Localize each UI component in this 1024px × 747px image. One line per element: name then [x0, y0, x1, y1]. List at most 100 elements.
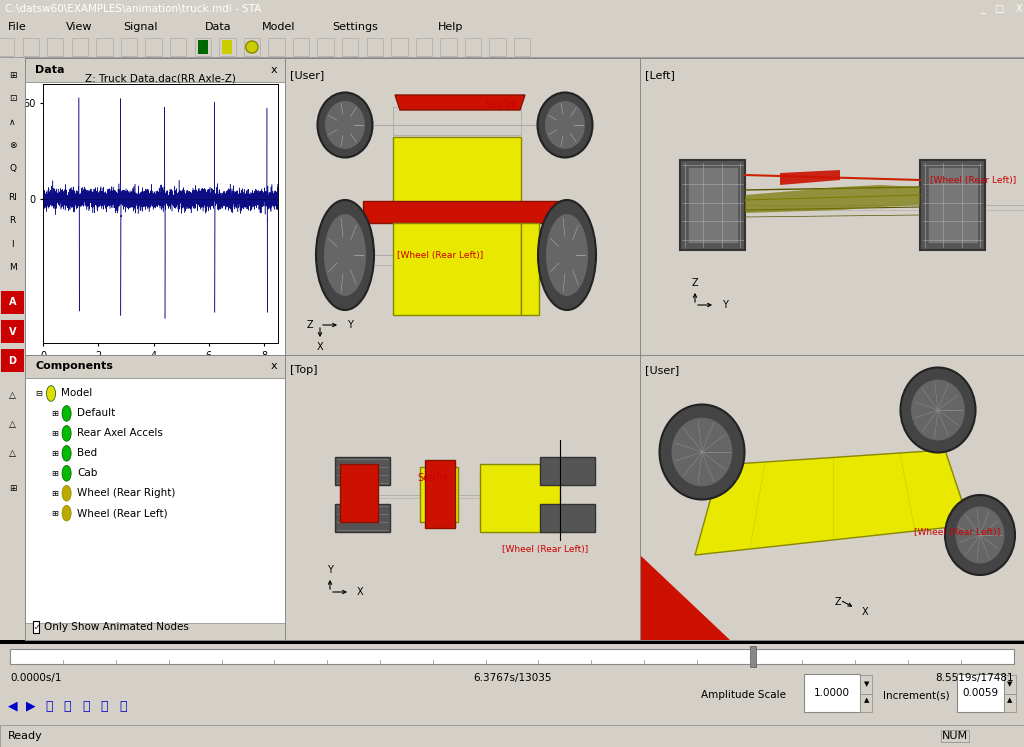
Text: ▶: ▶	[26, 700, 36, 713]
Text: △: △	[9, 420, 16, 430]
Text: X: X	[1016, 4, 1022, 14]
Text: ▲: ▲	[863, 698, 869, 704]
Polygon shape	[640, 555, 730, 640]
Bar	[244, 38, 260, 56]
Polygon shape	[745, 185, 920, 213]
Text: Wheel (Rear Left): Wheel (Rear Left)	[77, 508, 168, 518]
Ellipse shape	[546, 214, 588, 296]
Ellipse shape	[324, 214, 366, 296]
Bar	[420, 467, 458, 522]
Text: [Top]: [Top]	[290, 365, 317, 375]
Text: [Wheel (Rear Left)]: [Wheel (Rear Left)]	[502, 545, 588, 554]
Text: 0.0059: 0.0059	[962, 688, 998, 698]
Ellipse shape	[62, 505, 71, 521]
Text: ⊞: ⊞	[51, 469, 58, 478]
Text: SeaTrk: SeaTrk	[485, 100, 517, 110]
Bar	[1, 291, 24, 314]
Text: △: △	[9, 449, 16, 458]
Bar	[521, 223, 539, 315]
Text: Wheel (Rear Right): Wheel (Rear Right)	[77, 489, 175, 498]
Bar	[1004, 675, 1016, 693]
Text: ⊞: ⊞	[51, 449, 58, 458]
Text: 0.0000s/1: 0.0000s/1	[10, 673, 61, 684]
Bar	[25, 378, 285, 623]
Bar	[860, 693, 872, 712]
Text: C:\datsw60\EXAMPLES\animation\truck.mdl - STA: C:\datsw60\EXAMPLES\animation\truck.mdl …	[5, 4, 261, 14]
Text: RI: RI	[8, 193, 17, 202]
Bar	[268, 38, 285, 56]
Text: □: □	[994, 4, 1004, 14]
Bar	[0, 38, 14, 56]
Text: 1.0000: 1.0000	[813, 688, 850, 698]
Text: 6.3767s/13035: 6.3767s/13035	[473, 673, 551, 684]
Text: [Wheel (Rear Left)]: [Wheel (Rear Left)]	[913, 527, 1000, 536]
Text: ⊟: ⊟	[36, 389, 42, 398]
Text: Only Show Animated Nodes: Only Show Animated Nodes	[44, 622, 189, 632]
Text: Rear Axel Accels: Rear Axel Accels	[77, 428, 163, 438]
Text: ⏹: ⏹	[63, 700, 72, 713]
Ellipse shape	[325, 101, 365, 149]
Bar	[489, 38, 506, 56]
Text: ✓: ✓	[34, 623, 40, 632]
Text: ⊞: ⊞	[9, 71, 16, 80]
Ellipse shape	[316, 200, 374, 310]
Bar	[25, 58, 1024, 640]
Bar	[465, 38, 481, 56]
Bar	[391, 38, 408, 56]
Bar	[362, 201, 563, 223]
Bar	[860, 675, 872, 693]
Text: Increment(s): Increment(s)	[883, 690, 949, 700]
Text: Amplitude Scale: Amplitude Scale	[701, 690, 786, 700]
Text: I: I	[11, 240, 13, 249]
Text: A: A	[9, 297, 16, 308]
Ellipse shape	[46, 385, 55, 401]
Text: ⊞: ⊞	[51, 409, 58, 418]
Bar	[293, 38, 309, 56]
Bar	[335, 504, 390, 532]
Bar	[688, 167, 738, 243]
Bar	[317, 38, 334, 56]
Text: Model: Model	[262, 22, 296, 32]
Text: ⏸: ⏸	[45, 700, 53, 713]
Text: Components: Components	[36, 362, 114, 371]
Text: Signal: Signal	[123, 22, 158, 32]
Text: [Left]: [Left]	[645, 70, 675, 80]
Text: D: D	[8, 356, 16, 365]
Text: Y: Y	[327, 565, 333, 575]
Bar	[72, 38, 88, 56]
Text: Model: Model	[61, 388, 92, 398]
Text: Q: Q	[9, 164, 16, 173]
Ellipse shape	[659, 404, 744, 500]
Ellipse shape	[62, 406, 71, 421]
Bar	[1, 349, 24, 372]
Bar	[222, 40, 232, 54]
Bar	[957, 674, 1004, 712]
Text: Y: Y	[682, 300, 688, 310]
Bar	[440, 38, 457, 56]
Bar	[750, 646, 756, 667]
Text: _: _	[980, 4, 985, 14]
Ellipse shape	[62, 426, 71, 441]
Text: ▼: ▼	[1007, 681, 1013, 687]
Text: File: File	[8, 22, 27, 32]
Bar	[393, 223, 521, 315]
Bar	[0, 640, 1024, 644]
Text: X: X	[316, 342, 324, 352]
Ellipse shape	[945, 495, 1015, 575]
Text: Z: Z	[691, 278, 698, 288]
Ellipse shape	[671, 417, 733, 487]
Text: x: x	[270, 362, 278, 371]
Ellipse shape	[538, 200, 596, 310]
Bar	[23, 38, 39, 56]
Text: SeaTrk: SeaTrk	[417, 473, 450, 483]
Bar	[928, 167, 978, 243]
Ellipse shape	[62, 486, 71, 501]
Bar	[680, 160, 745, 250]
Text: X: X	[862, 607, 868, 617]
Text: ◀: ◀	[7, 700, 17, 713]
Ellipse shape	[62, 445, 71, 461]
Bar	[335, 457, 390, 485]
Text: [User]: [User]	[290, 70, 325, 80]
Ellipse shape	[900, 368, 976, 453]
Bar	[170, 38, 186, 56]
